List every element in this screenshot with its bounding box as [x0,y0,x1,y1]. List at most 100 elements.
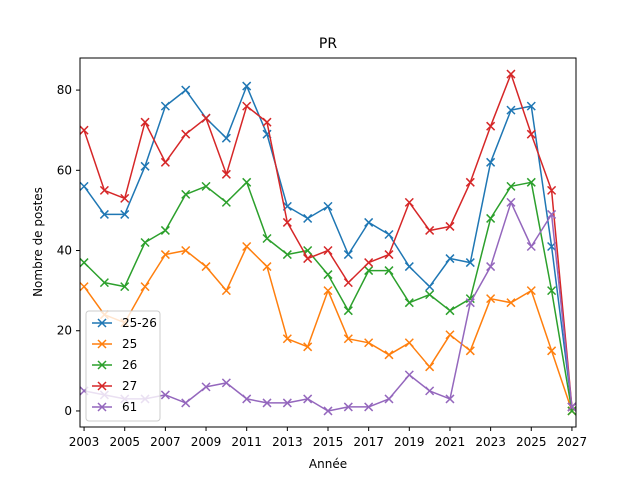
x-axis-label: Année [309,457,347,471]
data-point [99,185,109,195]
data-point [364,338,374,348]
data-point [262,262,272,272]
legend-marker [97,339,107,349]
x-tick-label: 2007 [150,435,181,449]
series-26 [79,177,577,416]
data-point [242,177,252,187]
data-point [323,406,333,416]
legend-item: 61 [92,400,137,414]
data-point [242,81,252,91]
x-tick-label: 2003 [69,435,100,449]
x-tick-label: 2009 [191,435,222,449]
data-point [181,398,191,408]
x-tick-label: 2023 [475,435,506,449]
chart-title: PR [319,36,337,52]
data-point [547,185,557,195]
data-point [79,258,89,268]
data-point [486,294,496,304]
data-point [221,133,231,143]
legend-label: 27 [122,379,137,393]
data-point [242,394,252,404]
y-tick-label: 40 [57,244,72,258]
legend-marker [97,360,107,370]
data-point [79,181,89,191]
data-point [323,201,333,211]
data-point [201,181,211,191]
y-tick-label: 60 [57,163,72,177]
data-point [384,229,394,240]
data-point [140,237,150,248]
data-point [303,342,313,352]
data-point [526,177,536,187]
data-point [221,378,231,388]
data-point [181,189,191,199]
data-point [120,193,130,203]
data-point [465,346,475,356]
data-point [140,282,150,292]
data-point [425,282,435,292]
data-point [526,241,536,252]
data-point [567,406,577,416]
x-tick-label: 2015 [313,435,344,449]
data-point [140,161,150,171]
data-point [181,85,191,95]
x-tick-label: 2027 [557,435,588,449]
data-point [506,197,516,207]
data-point [465,177,475,187]
data-point [567,402,577,412]
data-point [486,213,496,223]
data-point [160,101,170,111]
data-point [323,245,333,256]
x-tick-label: 2017 [353,435,384,449]
legend-label: 61 [122,400,137,414]
data-point [262,233,272,244]
data-point [262,117,272,127]
legend-marker [97,402,107,412]
data-point [303,254,313,264]
data-point [506,181,516,191]
data-point [99,209,109,219]
data-point [201,382,211,392]
data-point [242,241,252,252]
data-point [425,225,435,235]
data-point [343,334,353,344]
data-point [221,197,231,207]
data-point [303,394,313,404]
data-point [120,282,130,292]
legend-marker [97,381,107,391]
data-point [404,262,414,272]
data-point [445,306,455,316]
data-point [526,101,536,111]
x-tick-label: 2011 [231,435,262,449]
data-point [343,278,353,288]
data-point [201,113,211,123]
x-tick-label: 2013 [272,435,303,449]
data-point [465,258,475,268]
x-tick-label: 2019 [394,435,425,449]
legend-marker [97,318,107,328]
data-point [79,282,89,292]
data-point [506,69,516,79]
data-point [160,157,170,167]
y-tick-label: 20 [57,324,72,338]
data-point [465,294,475,304]
data-point [323,286,333,296]
data-point [364,217,374,227]
data-point [343,402,353,412]
data-point [120,209,130,219]
data-point [506,105,516,115]
data-point [384,250,394,260]
data-point [445,221,455,231]
data-point [486,262,496,272]
data-point [404,197,414,207]
data-point [160,225,170,235]
data-point [282,250,292,260]
legend-item: 27 [92,379,137,393]
data-point [181,245,191,256]
data-point [486,157,496,167]
data-point [282,334,292,344]
data-point [506,298,516,308]
data-point [384,350,394,360]
data-point [242,101,252,111]
